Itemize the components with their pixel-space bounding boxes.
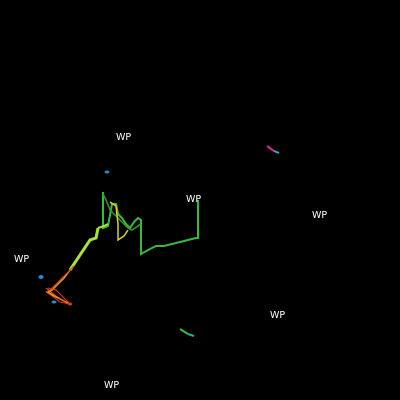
marker-blue-tail — [51, 300, 57, 304]
waypoint-label-2: WP — [186, 194, 201, 205]
track-red — [45, 265, 75, 305]
track-lime — [68, 227, 100, 271]
track-green-secondary — [102, 193, 141, 231]
waypoint-label-3: WP — [312, 210, 327, 221]
waypoint-label-4: WP — [14, 254, 29, 265]
track-yellow — [109, 201, 129, 242]
waypoint-label-6: WP — [104, 380, 119, 391]
track-lime-link — [97, 223, 109, 229]
track-green-short — [179, 328, 189, 335]
track-orange-cross — [45, 287, 67, 303]
waypoint-label-5: WP — [270, 310, 285, 321]
track-cyan — [273, 150, 280, 154]
marker-blue-top — [104, 170, 110, 174]
track-magenta — [266, 145, 275, 152]
marker-red-tail — [68, 302, 72, 306]
track-teal-short — [187, 333, 195, 337]
waypoint-label-1: WP — [116, 132, 131, 143]
marker-blue-left — [38, 275, 44, 279]
